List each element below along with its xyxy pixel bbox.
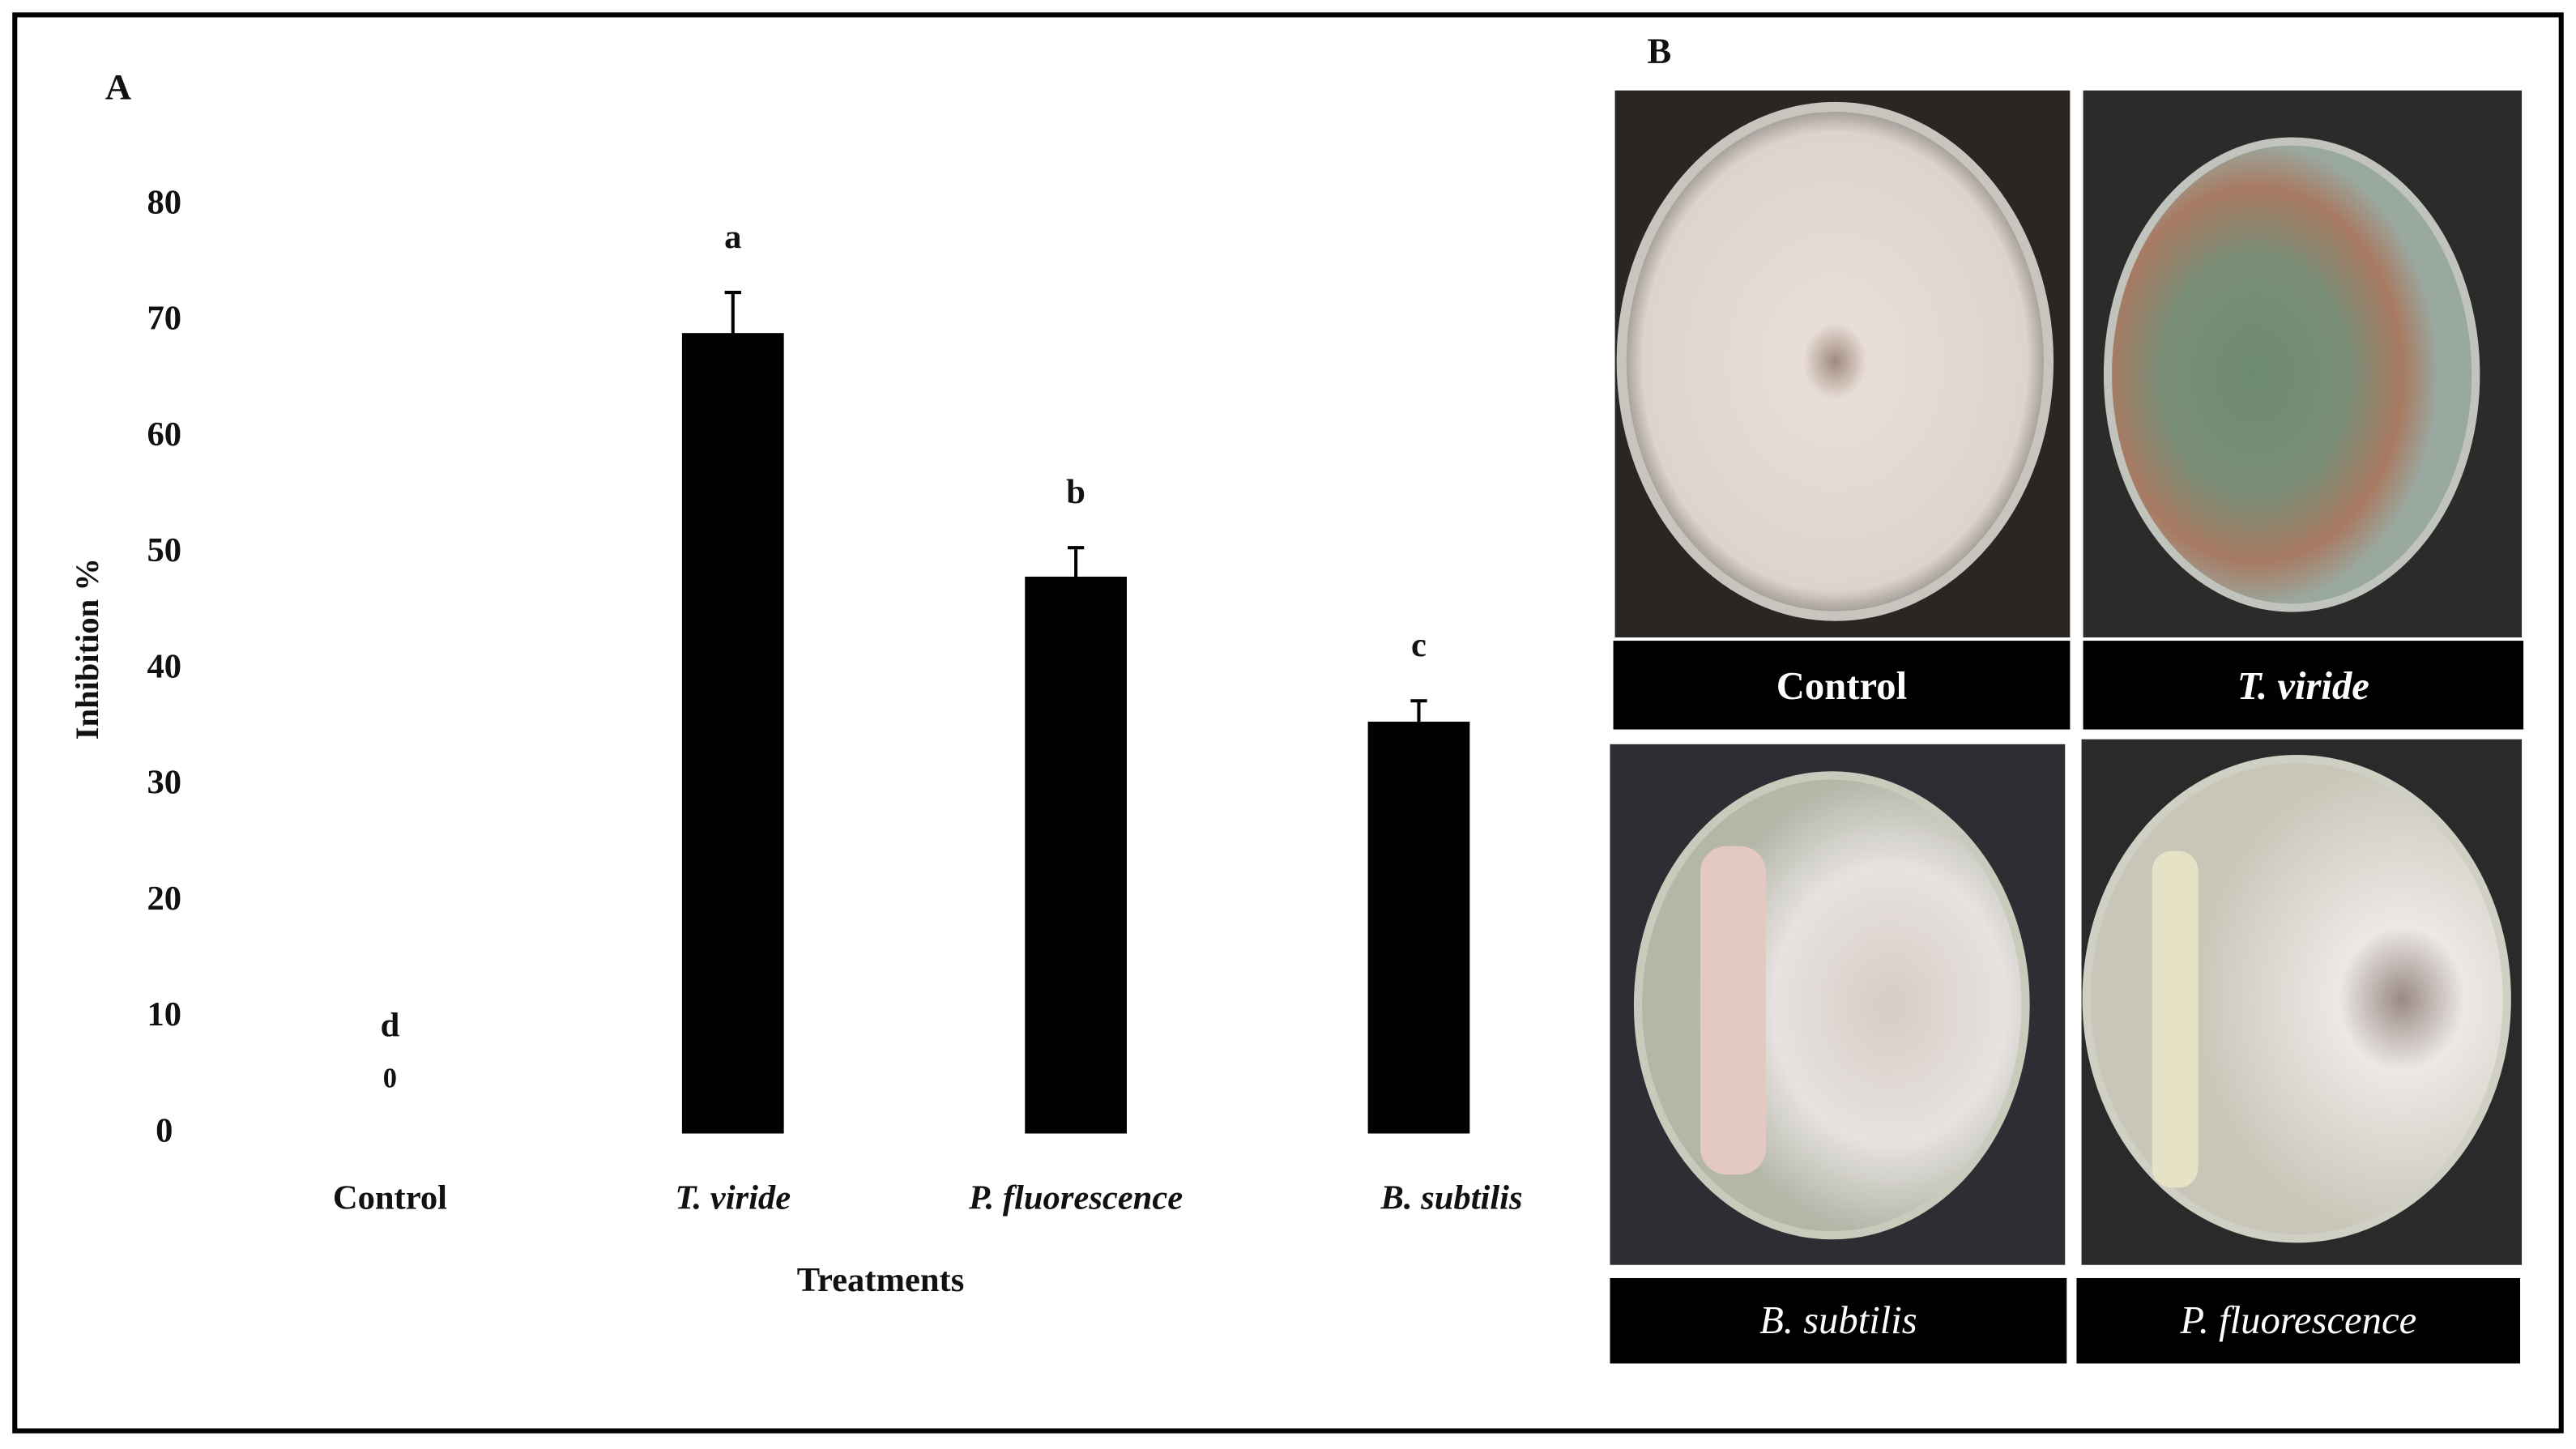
y-tick-label: 60 — [147, 416, 182, 454]
y-tick-label: 70 — [147, 300, 182, 338]
bar — [1367, 722, 1470, 1134]
photo-caption: P. fluorescence — [2179, 1298, 2416, 1342]
petri-dish — [2082, 755, 2511, 1243]
significance-letter: b — [1066, 473, 1085, 511]
panel-label: A — [105, 66, 131, 107]
y-tick-label: 30 — [147, 764, 182, 802]
petri-dish — [1633, 771, 2030, 1240]
panel-label: B — [1647, 30, 1671, 70]
bar — [681, 333, 784, 1134]
photo-caption: Control — [1776, 664, 1907, 708]
significance-letter: c — [1411, 626, 1427, 664]
y-tick-label: 10 — [147, 995, 182, 1033]
y-tick-label: 40 — [147, 647, 182, 685]
petri-dish — [2103, 137, 2480, 612]
y-tick-label: 50 — [147, 531, 182, 569]
photo-caption-box — [1610, 1277, 2067, 1364]
photo-caption-box — [2076, 1277, 2521, 1364]
y-axis-title: Inhibition % — [69, 558, 105, 739]
value-label: 0 — [383, 1063, 397, 1093]
significance-letter: d — [381, 1006, 400, 1044]
photo-caption-box — [2083, 641, 2524, 730]
petri-dish — [1616, 101, 2054, 621]
photo-caption-box — [1613, 641, 2071, 730]
bacteria-streak — [2152, 850, 2199, 1188]
y-tick-label: 0 — [156, 1111, 173, 1149]
plot-area: 0 10 20 30 40 50 60 70 80 Control 0 d T. viride a P. f… — [147, 183, 1523, 1217]
x-tick-label: B. subtilis — [1380, 1178, 1522, 1217]
y-tick-label: 80 — [147, 183, 182, 221]
x-tick-label: T. viride — [675, 1178, 791, 1217]
y-tick-label: 20 — [147, 880, 182, 918]
photo-caption: B. subtilis — [1759, 1298, 1917, 1342]
bacteria-streak — [1700, 846, 1767, 1175]
bar — [1025, 576, 1127, 1134]
x-tick-label: Control — [333, 1178, 447, 1217]
photo-panel: B Control T. viride B. subtilis P. fluor… — [1610, 30, 2524, 1364]
photo-caption: T. viride — [2237, 664, 2369, 708]
x-axis-title: Treatments — [797, 1261, 965, 1299]
significance-letter: a — [724, 218, 741, 256]
x-tick-label: P. fluorescence — [968, 1178, 1183, 1217]
